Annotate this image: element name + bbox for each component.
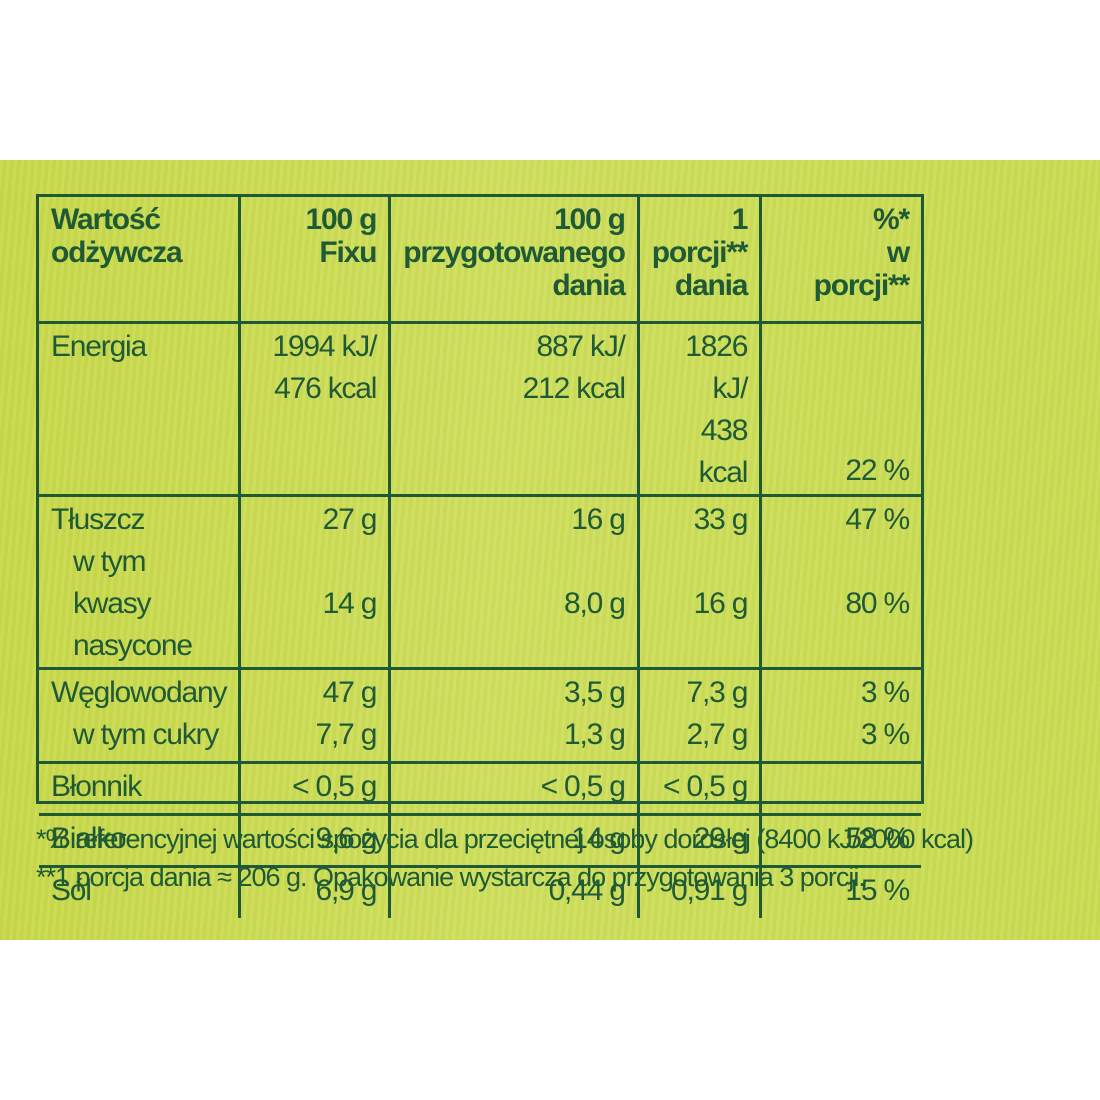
fat-prepared: 16 g (571, 502, 626, 536)
row-label-protein: Białko (39, 812, 242, 868)
fat-portion: 33 g (693, 502, 749, 536)
carbs-values-prepared: 3,5 g 1,3 g (388, 666, 640, 764)
energy-value-100g-prepared: 887 kJ/ 212 kcal (388, 320, 640, 497)
fibre-portion: < 0,5 g (636, 760, 763, 816)
row-label-saturates-line1: w tym kwasy (73, 544, 152, 620)
fat-fix: 27 g (322, 502, 378, 536)
footnote-portion: **1 porcja dania ≈ 206 g. Opakowanie wys… (36, 862, 866, 892)
sugars-fix: 7,7 g (315, 717, 378, 751)
spacer (403, 541, 625, 583)
fat-values-portion: 33 g 16 g (636, 493, 763, 670)
header-col3-line2: porcji** (651, 236, 749, 269)
header-nutrient-line1: Wartość (51, 203, 161, 236)
fat-values-fix: 27 g 14 g (238, 493, 392, 670)
carbs-prepared: 3,5 g (564, 675, 626, 709)
energy-kj-prepared: 887 kJ/ (536, 329, 626, 363)
carbs-percent: 3 % (860, 675, 910, 709)
header-per-100g-prepared: 100 g przygotowanego dania (388, 197, 640, 324)
spacer (774, 541, 909, 583)
row-label-sugars: w tym cukry (73, 717, 219, 751)
saturates-percent: 80 % (845, 586, 910, 620)
energy-kj-portion: 1826 kJ/ (685, 329, 748, 405)
header-col4-line2: w (886, 236, 910, 269)
footnote-reference-intake: *% referencyjnej wartości spożycia dla p… (36, 824, 974, 854)
table-row-fat-group: Tłuszcz w tym kwasy nasycone 27 g 14 g 1… (39, 493, 921, 670)
carbs-portion: 7,3 g (686, 675, 748, 709)
protein-percent: 58 % (759, 812, 921, 868)
header-col4-line3: porcji** (813, 269, 911, 302)
row-label-carbs: Węglowodany (51, 675, 227, 709)
header-col3-line1: 1 (731, 203, 749, 236)
fat-values-percent: 47 % 80 % (759, 493, 921, 670)
protein-fix: 9,6 g (238, 812, 392, 868)
salt-portion: 0,91 g (636, 864, 763, 918)
header-col1-line1: 100 g (305, 203, 378, 236)
header-col1-line2: Fixu (319, 236, 377, 269)
energy-value-portion: 1826 kJ/ 438 kcal (636, 320, 763, 497)
energy-kcal-portion: 438 kcal (698, 413, 749, 489)
header-row: Wartość odżywcza 100 g Fixu 100 g przygo… (39, 197, 921, 324)
fat-values-prepared: 16 g 8,0 g (388, 493, 640, 670)
salt-fix: 6,9 g (238, 864, 392, 918)
protein-prepared: 14 g (388, 812, 640, 868)
row-label-saturates-line2: nasycone (73, 628, 193, 662)
energy-value-100g-fix: 1994 kJ/ 476 kcal (238, 320, 392, 497)
protein-portion: 29 g (636, 812, 763, 868)
footnotes: *% referencyjnej wartości spożycia dla p… (36, 820, 1086, 896)
header-col2-line1: 100 g (554, 203, 626, 236)
fat-percent: 47 % (845, 502, 910, 536)
table-row-fibre: Błonnik < 0,5 g < 0,5 g < 0,5 g (39, 760, 921, 816)
carbs-values-fix: 47 g 7,7 g (238, 666, 392, 764)
saturates-fix: 14 g (322, 586, 378, 620)
fibre-percent (759, 760, 921, 816)
row-label-energy: Energia (39, 320, 242, 497)
header-col3-line3: dania (674, 269, 749, 302)
row-label-carbs-group: Węglowodany w tym cukry (39, 666, 242, 764)
header-col2-line3: dania (552, 269, 626, 302)
energy-percent: 22 % (759, 320, 921, 497)
sugars-portion: 2,7 g (686, 717, 748, 751)
row-label-fibre: Błonnik (39, 760, 242, 816)
row-label-fat: Tłuszcz (51, 502, 145, 536)
energy-kcal-prepared: 212 kcal (522, 371, 626, 405)
salt-percent: 15 % (759, 864, 921, 918)
row-label-salt: Sól (39, 864, 242, 918)
salt-prepared: 0,44 g (388, 864, 640, 918)
spacer (253, 541, 376, 583)
spacer (652, 541, 747, 583)
header-per-portion: 1 porcji** dania (636, 197, 763, 324)
header-nutrient: Wartość odżywcza (39, 197, 242, 324)
carbs-values-portion: 7,3 g 2,7 g (636, 666, 763, 764)
table-row-carbs-group: Węglowodany w tym cukry 47 g 7,7 g 3,5 g… (39, 666, 921, 764)
header-percent-ri: %* w porcji** (759, 197, 921, 324)
header-col2-line2: przygotowanego (403, 236, 626, 269)
energy-kcal-fix: 476 kcal (274, 371, 377, 405)
saturates-portion: 16 g (693, 586, 749, 620)
saturates-prepared: 8,0 g (564, 586, 626, 620)
carbs-values-percent: 3 % 3 % (759, 666, 921, 764)
fibre-fix: < 0,5 g (238, 760, 392, 816)
table-row-salt: Sól 6,9 g 0,44 g 0,91 g 15 % (39, 864, 921, 918)
table-row-energy: Energia 1994 kJ/ 476 kcal 887 kJ/ 212 kc… (39, 320, 921, 497)
sugars-prepared: 1,3 g (564, 717, 626, 751)
header-per-100g-fix: 100 g Fixu (238, 197, 392, 324)
header-col4-line1: %* (873, 203, 910, 236)
sugars-percent: 3 % (860, 717, 910, 751)
nutrition-table: Wartość odżywcza 100 g Fixu 100 g przygo… (36, 194, 924, 918)
row-label-fat-group: Tłuszcz w tym kwasy nasycone (39, 493, 242, 670)
table-row-protein: Białko 9,6 g 14 g 29 g 58 % (39, 812, 921, 868)
carbs-fix: 47 g (322, 675, 378, 709)
header-nutrient-line2: odżywcza (51, 236, 183, 269)
fibre-prepared: < 0,5 g (388, 760, 640, 816)
energy-kj-fix: 1994 kJ/ (272, 329, 377, 363)
